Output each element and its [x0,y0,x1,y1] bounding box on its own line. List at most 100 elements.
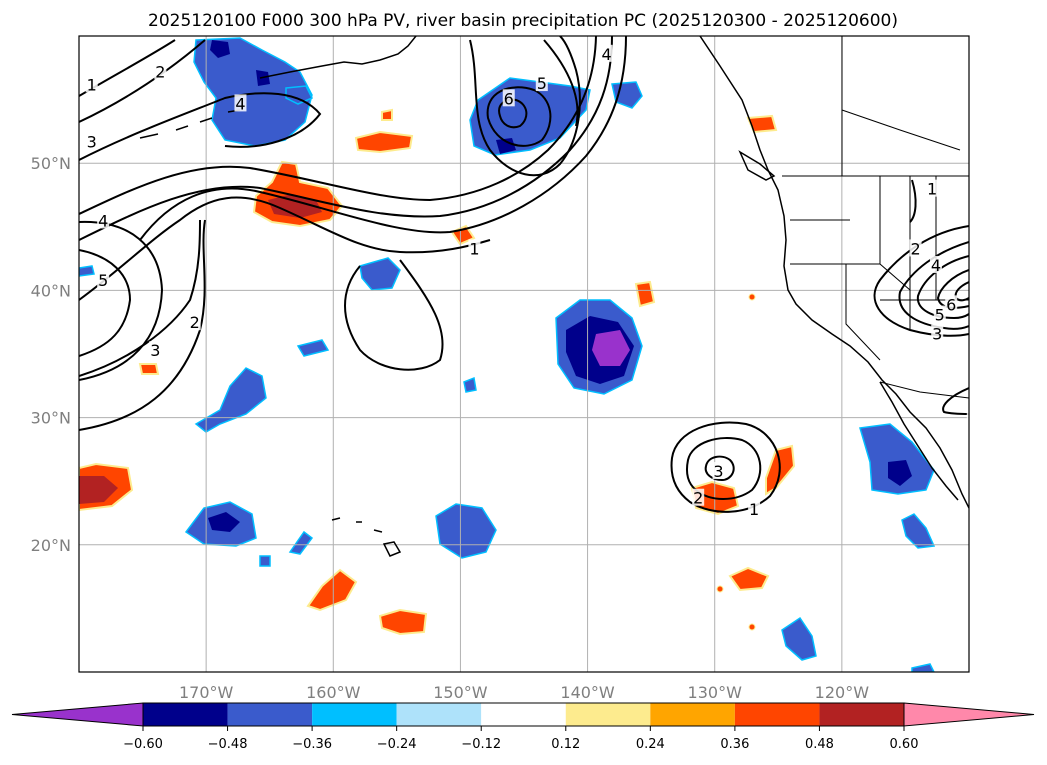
pv-contour-east-subtropical [942,387,969,415]
pos-core-west-edge [79,476,118,504]
pos-dot-2 [716,585,724,593]
latitude-tick-labels: 20°N 30°N 40°N 50°N [31,154,71,555]
neg-core-gulf-alaska [496,138,516,154]
pv-contour-label: 1 [927,180,937,199]
pv-contour-label-bg [931,324,944,342]
hawaiian-islands [331,517,402,557]
colorbar-segment [819,703,904,726]
lon-tick-label: 170°W [179,683,234,702]
pv-contour-label-bg [929,255,942,273]
alaska-peninsula-coast [259,36,417,79]
colorbar-tick-label: −0.48 [208,737,248,752]
coastlines [139,36,969,557]
pv-contour-label: 3 [150,341,160,360]
colorbar-tick-label: 0.12 [551,737,580,752]
pv-contour-label-bg [926,179,939,197]
figure-title: 2025120100 F000 300 hPa PV, river basin … [148,11,898,31]
pv-contour-label: 4 [931,256,941,275]
colorbar-extend-min [11,702,144,727]
pv-contour-1-trough [79,196,491,371]
colorbar-tick-label: −0.12 [461,737,501,752]
pos-small-5 [138,363,160,375]
neg-anomaly-dateline [359,257,401,291]
lat-tick-label: 30°N [31,409,71,428]
pv-contour-4-ridge [543,39,579,127]
pv-contour-label-bg [712,462,725,480]
baja-peninsula [879,381,959,501]
pos-small-1 [381,108,393,121]
pv-contour-label: 3 [932,325,942,344]
north-america-coast [699,36,969,509]
pv-contour-label-bg [600,44,613,62]
pv-contour-label: 2 [693,489,703,508]
pv-contour-label: 1 [968,409,978,428]
pv-contour-label: 5 [935,306,945,325]
pv-contour-label: 4 [602,45,612,64]
pv-contour-3-north [79,92,322,161]
pv-contour-label-bg [149,341,162,359]
lon-tick-label: 150°W [433,683,488,702]
colorbar-segment [396,703,482,726]
lon-tick-label: 160°W [306,683,361,702]
colorbar-segment [734,703,820,726]
pv-contour-label-bg [945,295,958,313]
neg-small-6 [911,663,935,672]
colorbar-tick-label: −0.36 [292,737,332,752]
gridlines [79,36,969,672]
pv-contour-label: 1 [749,500,759,519]
pos-small-4 [746,114,778,134]
pv-contour-label: 2 [155,63,165,82]
pos-dot-1 [748,293,756,301]
pv-contour-label: 3 [713,462,723,481]
pos-core-north-central [268,194,322,218]
aleutian-islands [139,109,241,139]
pv-contour-label-bg [468,239,481,257]
lat-tick-label: 20°N [31,536,71,555]
canada-province-borders [841,36,961,176]
colorbar-extend-max [903,702,1035,727]
pv-contour-label-bg [188,313,201,331]
pv-contour-label-bg [85,132,98,150]
pos-small-3 [634,280,656,308]
pv-contour-label: 5 [537,74,547,93]
neg-core-aleutian [210,40,230,58]
pv-contour-label-bg [909,239,922,257]
colorbar-tick-label: 0.24 [636,737,665,752]
pv-contour-label-bg [966,408,969,426]
colorbar-tick-label: −0.24 [377,737,417,752]
neg-core-baja [888,460,912,486]
colorbar-outline [142,702,905,727]
pv-contour-west-5 [79,249,132,357]
neg-anomaly-baja [859,423,935,495]
pv-contour-5-ring [486,86,552,147]
pv-contour-jet-inner [139,36,627,241]
pv-contour-label: 4 [98,211,108,230]
pv-contour-label-bg [748,500,761,518]
precip-anomaly-fills [79,37,936,672]
pv-contour-label-bg [502,89,515,107]
colorbar-tick-label: 0.36 [720,737,749,752]
pos-dot-3 [748,623,756,631]
pv-contour-label-bg [692,488,705,506]
pos-anomaly-south-3 [728,566,770,592]
pv-contour-jet-middle [79,36,613,241]
pos-anomaly-aleutian-south [354,130,414,154]
neg-small-3 [288,530,314,555]
pv-contour-label: 1 [87,75,97,94]
colorbar-segment [565,703,651,726]
pv-contour-label-bg [97,211,110,229]
colorbar-segment [227,703,313,726]
lon-tick-label: 120°W [815,683,870,702]
neg-small-5 [79,265,95,277]
colorbar-segment [143,703,228,726]
pv-contour-aleutian-low [469,36,581,177]
neg-anomaly-mexico [901,513,936,549]
pv-contour-label: 5 [98,271,108,290]
pv-contour-label: 6 [946,295,956,314]
neg-purple-central [592,330,630,366]
pos-anomaly-south-1 [306,568,358,612]
pv-contour-label-bg [154,62,167,80]
lat-tick-label: 50°N [31,154,71,173]
